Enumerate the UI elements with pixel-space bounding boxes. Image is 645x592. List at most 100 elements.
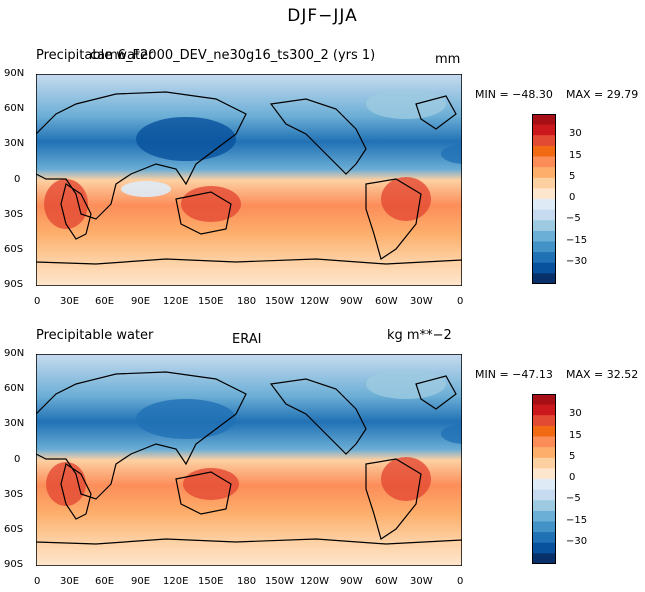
lon-tick-label: 60W	[375, 296, 398, 307]
colorbar-swatch	[532, 124, 556, 136]
lon-tick-label: 60W	[375, 576, 398, 587]
coastlines	[36, 371, 462, 545]
min-value: MIN = −48.30	[475, 88, 553, 101]
lon-tick-label: 90E	[131, 576, 151, 587]
colorbar-swatch	[532, 156, 556, 168]
colorbar-swatch	[532, 241, 556, 253]
panel-units: mm	[435, 52, 461, 67]
colorbar-label: 5	[569, 171, 576, 182]
colorbar-label: 30	[569, 408, 582, 419]
lat-tick-label: 90N	[4, 68, 25, 79]
lon-tick-label: 0	[457, 576, 464, 587]
lon-tick-label: 150E	[198, 296, 224, 307]
colorbar-border	[532, 114, 556, 284]
colorbar-border	[532, 394, 556, 564]
colorbar-swatch	[532, 404, 556, 416]
colorbar-swatch	[532, 114, 556, 126]
lon-tick-label: 90W	[340, 296, 363, 307]
max-value: MAX = 32.52	[566, 368, 639, 381]
colorbar-label: −30	[566, 536, 588, 547]
panel-left-title: Precipitable water	[36, 48, 154, 63]
colorbar-swatch	[532, 199, 556, 211]
colorbar-model	[532, 114, 556, 284]
colorbar-swatch	[532, 532, 556, 544]
colorbar-swatch	[532, 209, 556, 221]
lon-tick-label: 180	[237, 576, 257, 587]
colorbar-swatch	[532, 262, 556, 274]
lon-tick-label: 150W	[265, 296, 294, 307]
colorbar-label: 5	[569, 451, 576, 462]
lon-tick-label: 30W	[410, 576, 433, 587]
lon-tick-label: 120W	[300, 576, 329, 587]
colorbar-swatch	[532, 510, 556, 523]
panel-center-title: ERAI	[232, 332, 262, 347]
min-value: MIN = −47.13	[475, 368, 553, 381]
colorbar-swatch	[532, 177, 556, 189]
colorbar-swatch	[532, 394, 556, 406]
colorbar-obs	[532, 394, 556, 564]
lon-tick-label: 60E	[95, 576, 115, 587]
lon-tick-label: 90E	[131, 296, 151, 307]
colorbar-swatch	[532, 425, 556, 438]
colorbar-swatch	[532, 553, 556, 564]
lon-tick-label: 30E	[60, 296, 80, 307]
colorbar-swatch	[532, 436, 556, 448]
lat-tick-label: 30S	[4, 209, 24, 220]
lat-tick-label: 30N	[4, 138, 25, 149]
colorbar-swatch	[532, 220, 556, 232]
colorbar-swatch	[532, 521, 556, 533]
colorbar-swatch	[532, 447, 556, 459]
colorbar-swatch	[532, 273, 556, 284]
panel-left-title: Precipitable water	[36, 328, 154, 343]
lon-tick-label: 120E	[163, 296, 189, 307]
lon-tick-label: 0	[34, 576, 41, 587]
colorbar-label: −5	[566, 213, 581, 224]
colorbar-swatch	[532, 167, 556, 179]
colorbar-label: 0	[569, 472, 576, 483]
colorbar-swatch	[532, 468, 556, 480]
lon-tick-label: 150E	[198, 576, 224, 587]
lat-tick-label: 60N	[4, 103, 25, 114]
lon-tick-label: 0	[34, 296, 41, 307]
colorbar-swatch	[532, 489, 556, 501]
lat-tick-label: 30N	[4, 418, 25, 429]
colorbar-label: −15	[566, 515, 588, 526]
colorbar-swatch	[532, 542, 556, 554]
max-value: MAX = 29.79	[566, 88, 639, 101]
lon-tick-label: 180	[237, 296, 257, 307]
colorbar-swatch	[532, 500, 556, 512]
lat-tick-label: 30S	[4, 489, 24, 500]
colorbar-label: 15	[569, 430, 582, 441]
lat-tick-label: 0	[14, 174, 21, 185]
coastlines	[36, 91, 462, 265]
colorbar-swatch	[532, 188, 556, 200]
colorbar-label: 15	[569, 150, 582, 161]
colorbar-swatch	[532, 135, 556, 147]
lat-tick-label: 0	[14, 454, 21, 465]
panel-center-title: cam6_F2000_DEV_ne30g16_ts300_2 (yrs 1)	[90, 48, 376, 63]
panel-units: kg m**−2	[387, 328, 452, 343]
lat-tick-label: 60N	[4, 383, 25, 394]
colorbar-label: −30	[566, 256, 588, 267]
colorbar-label: 30	[569, 128, 582, 139]
lat-tick-label: 90S	[4, 559, 24, 570]
lon-tick-label: 150W	[265, 576, 294, 587]
colorbar-swatch	[532, 457, 556, 469]
lon-tick-label: 120W	[300, 296, 329, 307]
colorbar-label: −5	[566, 493, 581, 504]
lat-tick-label: 90N	[4, 348, 25, 359]
lon-tick-label: 120E	[163, 576, 189, 587]
lon-tick-label: 60E	[95, 296, 115, 307]
lat-tick-label: 90S	[4, 279, 24, 290]
lon-tick-label: 30E	[60, 576, 80, 587]
colorbar-swatch	[532, 145, 556, 158]
colorbar-swatch	[532, 479, 556, 491]
colorbar-label: −15	[566, 235, 588, 246]
colorbar-swatch	[532, 415, 556, 427]
colorbar-swatch	[532, 230, 556, 243]
figure-title: DJF−JJA	[287, 6, 358, 26]
lon-tick-label: 90W	[340, 576, 363, 587]
lon-tick-label: 30W	[410, 296, 433, 307]
map-panel-model	[36, 74, 462, 286]
lon-tick-label: 0	[457, 296, 464, 307]
